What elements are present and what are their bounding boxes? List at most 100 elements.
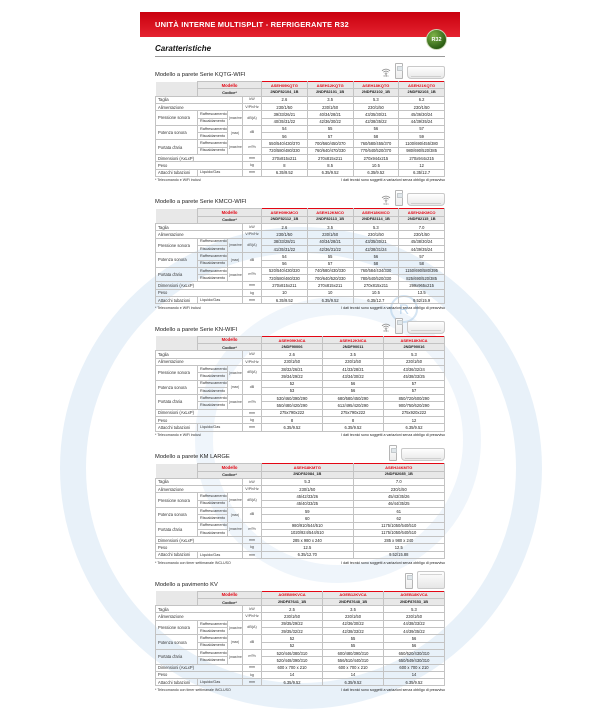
row-label: Portata d'aria <box>155 139 198 155</box>
row-sublabel: Raffrescamento <box>197 506 228 516</box>
unit-cell: kW <box>241 605 263 614</box>
value-cell: 230/1/50 <box>306 102 354 112</box>
value-cell: 612/495/420/290 <box>322 401 384 410</box>
model-code: 2NDF82104_1B <box>261 88 308 97</box>
value-cell: 230/1/50 <box>352 485 446 494</box>
value-cell: 270x815x211 <box>306 281 354 290</box>
value-cell: 650/520/430/310 <box>383 648 445 658</box>
value-cell: 43/35/30/21 <box>352 110 400 119</box>
row-label: Portata d'aria <box>155 266 198 283</box>
model-code: 2NDF90006 <box>261 343 324 352</box>
value-cell: 230/1/50 <box>398 102 445 112</box>
table-footnote: * Telecomando e WiFi inclusi <box>155 433 201 438</box>
unit-cell: mm <box>241 678 263 687</box>
model-name: ASEH18KMCO <box>352 208 400 217</box>
value-cell: 270x815x211 <box>306 153 354 163</box>
row-sublabel: Riscaldamento <box>197 514 228 523</box>
remote-control-image <box>395 63 403 79</box>
value-cell: 980/910/544/510 <box>261 521 354 530</box>
value-cell: 14 <box>322 670 384 680</box>
row-sublabel: Raffrescamento <box>197 266 228 276</box>
model-name: ASEH18KMTG <box>261 463 354 472</box>
table-footnote: * Telecomando e WiFi inclusi <box>155 305 201 310</box>
value-cell: 230/1/50 <box>261 485 354 494</box>
value-cell: 980/690/520/385 <box>398 146 445 156</box>
row-label: Pressione sonora <box>155 365 198 381</box>
document-page: UNITÀ INTERNE MULTISPLIT - REFRIGERANTE … <box>60 0 542 709</box>
unit-cell: m³/h <box>241 394 263 410</box>
corner-cell <box>155 336 198 344</box>
value-cell: 40/35/31/22 <box>261 117 308 126</box>
value-cell: 850/720/600/290 <box>383 394 445 403</box>
value-cell: 41/35/31/22 <box>261 244 308 254</box>
remote-control-image <box>395 317 403 334</box>
row-sublabel: Riscaldamento <box>197 274 228 283</box>
mid-note-cell: (max) <box>227 634 243 650</box>
value-cell: 270x815x211 <box>261 281 308 290</box>
row-label: Peso <box>155 416 243 425</box>
model-name: ASEH12KQTG <box>306 80 354 90</box>
row-label: Dimensioni (AxLxP) <box>155 536 243 545</box>
value-cell: 52 <box>261 641 324 650</box>
value-cell: 270x944x215 <box>352 153 400 163</box>
row-label: Taglia <box>155 95 243 104</box>
page-content: R Caratteristiche Modello a parete Serie… <box>60 37 542 709</box>
model-name: ASEH18KNCA <box>383 335 445 345</box>
value-cell: 550/540/430/370 <box>261 139 308 148</box>
value-cell: 57 <box>383 379 445 388</box>
table-footnote: * Telecomando con timer settimanale INCL… <box>155 560 231 565</box>
value-cell: 57 <box>383 386 445 396</box>
corner-cell <box>155 216 198 224</box>
row-sublabel: Raffrescamento <box>197 124 228 134</box>
value-cell: 8 <box>322 416 384 425</box>
section-km-large: Modello a parete KM LARGE Modello ASEH18K… <box>155 442 446 565</box>
value-cell: 40/34/28/21 <box>306 110 354 119</box>
row-sublabel: Raffrescamento <box>197 634 228 643</box>
value-cell: 45/36/30/24 <box>398 110 445 119</box>
value-cell: 520/446/380/310 <box>261 648 324 658</box>
table-disclaimer: I dati tecnici sono soggetti a variazion… <box>341 687 445 692</box>
value-cell: 56 <box>322 386 384 396</box>
value-cell: 5.3 <box>383 605 445 614</box>
row-sublabel: Liquido/Gas <box>197 550 243 560</box>
mid-note-cell: (max/med/min) <box>227 266 243 283</box>
value-cell: 6.35/9.52 <box>261 678 324 687</box>
unit-cell: dB <box>241 634 263 650</box>
value-cell: 46/44/35/25 <box>352 499 446 509</box>
row-sublabel: Raffrescamento <box>197 237 228 246</box>
value-cell: 1100/690/455/380 <box>398 139 445 148</box>
row-label: Pressione sonora <box>155 492 198 508</box>
corner-cell <box>155 81 198 89</box>
model-code: 2NDF82113_1B <box>306 215 354 225</box>
value-cell: 6.35/9.52 <box>306 168 354 177</box>
value-cell: 230/1/50 <box>322 612 384 621</box>
row-sublabel: Riscaldamento <box>197 244 228 254</box>
unit-cell: dB(A) <box>241 237 263 254</box>
row-label: Taglia <box>155 350 243 359</box>
value-cell: 56 <box>322 379 384 388</box>
value-cell: 900/750/620/290 <box>383 401 445 410</box>
model-code: 2NDF82085_1B <box>352 470 446 479</box>
unit-cell: dB <box>241 506 263 523</box>
value-cell: 14 <box>383 670 445 680</box>
row-sublabel: Riscaldamento <box>197 656 228 665</box>
section-images: WiFi <box>381 190 445 207</box>
unit-cell: kW <box>241 477 263 487</box>
model-code: 2NDF82084_1B <box>261 470 354 479</box>
wifi-icon: WiFi <box>381 323 391 334</box>
value-cell: 40/34/28/21 <box>306 237 354 246</box>
mid-note-cell: (max) <box>227 124 243 141</box>
mid-note-cell: (max/med/min) <box>227 394 243 410</box>
row-sublabel: Riscaldamento <box>197 372 228 381</box>
row-label: Dimensioni (AxLxP) <box>155 663 243 672</box>
unit-cell: V/Ph/Hz <box>241 102 263 112</box>
mid-note-cell: (max/med/min) <box>227 139 243 155</box>
value-cell: 9.52/15.88 <box>352 550 446 560</box>
row-sublabel: Raffrescamento <box>197 252 228 261</box>
row-sublabel: Riscaldamento <box>197 259 228 268</box>
value-cell: 230/1/50 <box>383 357 445 367</box>
value-cell: 57 <box>398 124 445 134</box>
row-sublabel: Raffrescamento <box>197 139 228 148</box>
value-cell: 6.35/9.52 <box>261 295 308 305</box>
mid-note-cell: (max/med/min) <box>227 110 243 126</box>
